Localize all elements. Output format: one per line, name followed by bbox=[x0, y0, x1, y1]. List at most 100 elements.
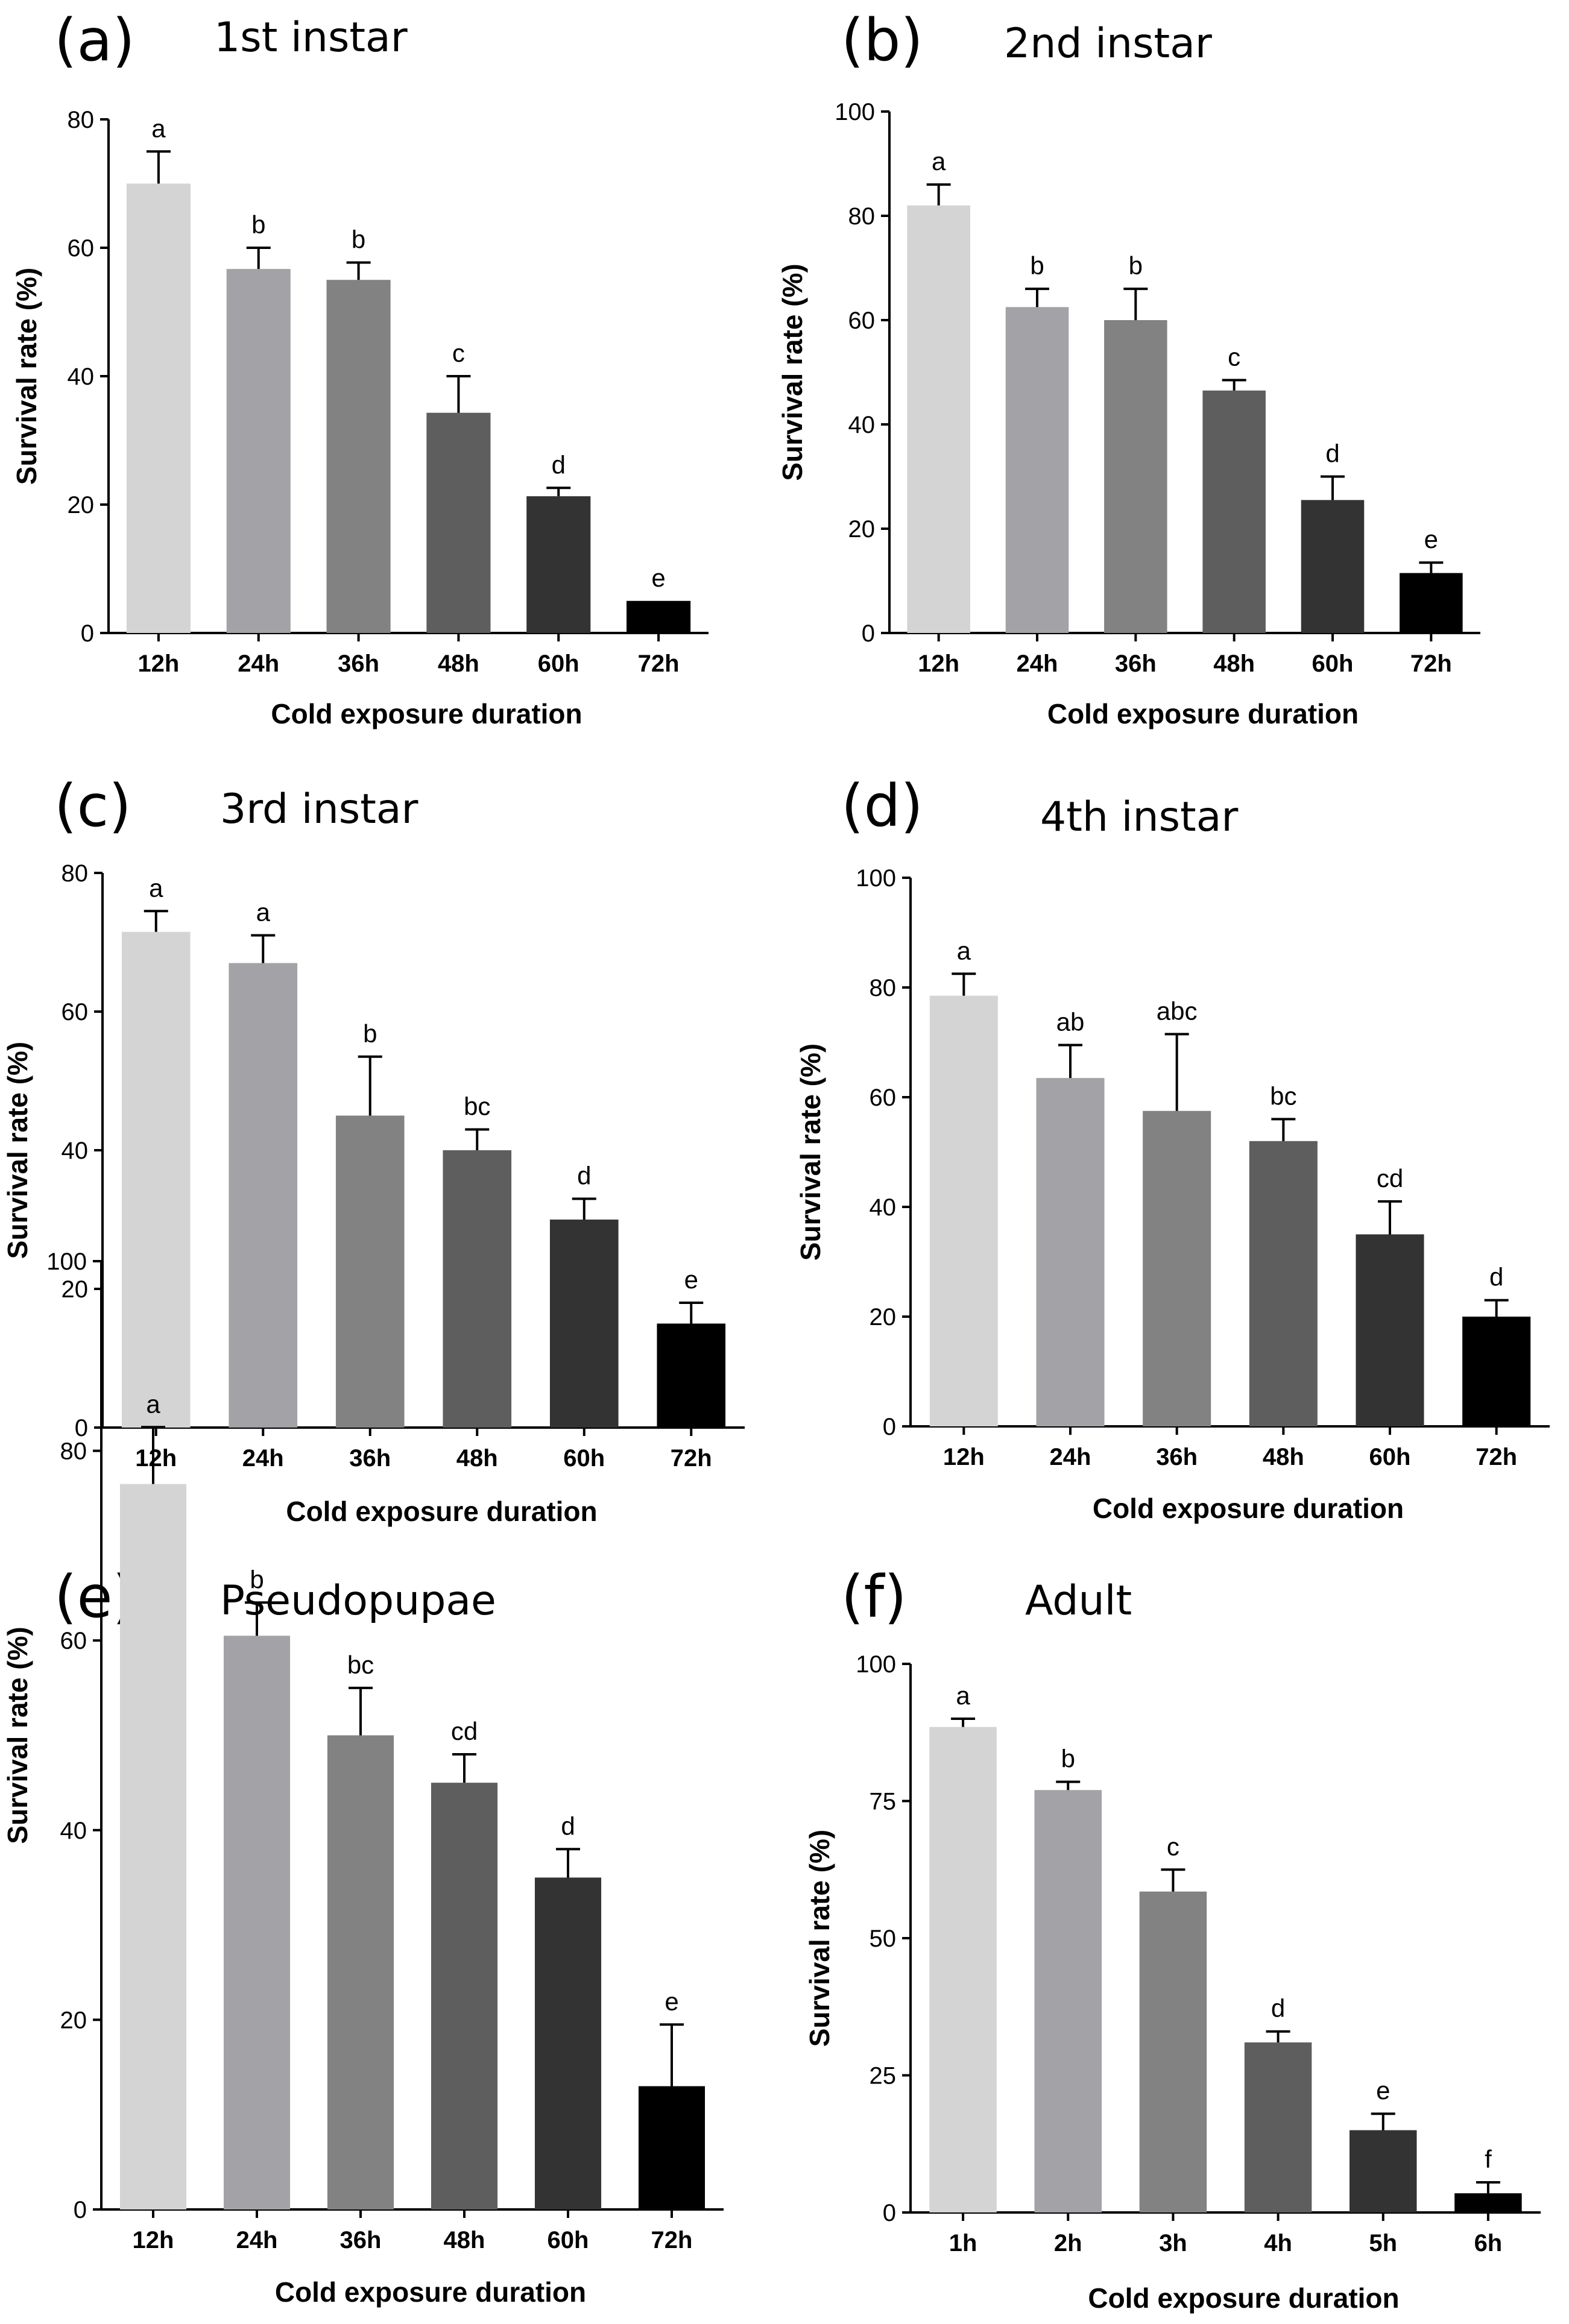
significance-label: cd bbox=[1377, 1164, 1403, 1192]
bar bbox=[657, 1323, 726, 1428]
x-tick-label: 24h bbox=[236, 2227, 278, 2253]
bar bbox=[1356, 1234, 1424, 1426]
x-tick-label: 36h bbox=[340, 2227, 382, 2253]
x-tick-label: 72h bbox=[671, 1445, 712, 1472]
x-tick-label: 48h bbox=[438, 650, 479, 677]
x-tick-label: 24h bbox=[1017, 650, 1058, 677]
bar bbox=[1104, 320, 1167, 633]
significance-label: e bbox=[684, 1265, 698, 1294]
x-tick-label: 48h bbox=[456, 1445, 498, 1472]
bar bbox=[119, 1484, 187, 2209]
y-tick-label: 60 bbox=[848, 307, 876, 334]
panel-letter: (d) bbox=[841, 772, 923, 840]
y-tick-label: 0 bbox=[862, 620, 875, 647]
y-tick-label: 100 bbox=[856, 865, 896, 892]
significance-label: a bbox=[151, 114, 166, 142]
y-tick-label: 60 bbox=[62, 999, 89, 1025]
x-tick-label: 24h bbox=[1050, 1444, 1091, 1470]
significance-label: ab bbox=[1056, 1008, 1085, 1036]
y-axis-title: Survival rate (%) bbox=[777, 263, 808, 480]
significance-label: b bbox=[352, 225, 365, 253]
bar bbox=[327, 1735, 394, 2209]
x-axis-title: Cold exposure duration bbox=[1047, 698, 1359, 729]
y-tick-label: 80 bbox=[60, 1438, 87, 1465]
bar bbox=[1462, 1317, 1531, 1426]
y-tick-label: 80 bbox=[848, 203, 876, 230]
bar bbox=[1034, 1790, 1102, 2212]
bar bbox=[1036, 1078, 1105, 1426]
x-tick-label: 36h bbox=[1156, 1444, 1198, 1470]
y-tick-label: 20 bbox=[848, 516, 876, 543]
significance-label: a bbox=[957, 936, 971, 965]
x-tick-label: 24h bbox=[238, 650, 279, 677]
significance-label: e bbox=[665, 1987, 678, 2015]
y-tick-label: 40 bbox=[60, 1818, 87, 1844]
y-tick-label: 100 bbox=[856, 1651, 896, 1678]
significance-label: b bbox=[363, 1019, 377, 1048]
significance-label: abc bbox=[1157, 997, 1198, 1025]
significance-label: d bbox=[577, 1162, 591, 1190]
x-tick-label: 12h bbox=[943, 1444, 985, 1470]
bar bbox=[335, 1115, 405, 1428]
significance-label: d bbox=[561, 1812, 575, 1840]
chart-panel-d: (d) 4th instar 0 20 40 60 80 100 Survival rate (… bbox=[795, 772, 1550, 1524]
x-tick-label: 36h bbox=[349, 1445, 391, 1472]
x-tick-label: 60h bbox=[1369, 1444, 1411, 1470]
bar bbox=[1400, 573, 1463, 633]
y-tick-label: 20 bbox=[62, 1276, 89, 1303]
significance-label: e bbox=[1376, 2076, 1390, 2105]
y-axis-title: Survival rate (%) bbox=[11, 268, 42, 485]
x-tick-label: 12h bbox=[135, 1445, 177, 1472]
panel-letter: (f) bbox=[841, 1563, 907, 1631]
y-tick-label: 20 bbox=[68, 492, 95, 518]
significance-label: d bbox=[1325, 439, 1339, 468]
y-tick-label: 25 bbox=[870, 2063, 897, 2089]
bar bbox=[443, 1150, 512, 1428]
y-tick-label: 80 bbox=[870, 975, 897, 1001]
chart-title: Adult bbox=[1025, 1577, 1132, 1625]
bar bbox=[1244, 2042, 1312, 2212]
panel-letter: (c) bbox=[54, 772, 131, 840]
y-tick-label: 0 bbox=[81, 620, 94, 647]
x-tick-label: 12h bbox=[137, 650, 179, 677]
y-tick-label: 40 bbox=[68, 364, 95, 390]
bar bbox=[1005, 307, 1069, 633]
y-tick-label: 0 bbox=[883, 2200, 896, 2226]
x-tick-label: 24h bbox=[242, 1445, 284, 1472]
x-tick-label: 1h bbox=[949, 2230, 977, 2256]
y-axis-title: Survival rate (%) bbox=[795, 1044, 826, 1261]
bar bbox=[929, 995, 998, 1426]
chart-title: 2nd instar bbox=[1004, 20, 1212, 68]
bar bbox=[1454, 2193, 1522, 2212]
x-tick-label: 3h bbox=[1159, 2230, 1187, 2256]
chart-panel-c: (c) 3rd instar 0 20 40 60 80 Survival rate (%) a… bbox=[2, 772, 745, 1527]
chart-title: Pseudopupae bbox=[220, 1577, 496, 1625]
y-tick-label: 20 bbox=[870, 1304, 897, 1330]
significance-label: e bbox=[651, 564, 665, 592]
x-tick-label: 2h bbox=[1054, 2230, 1082, 2256]
significance-label: bc bbox=[347, 1651, 374, 1679]
y-tick-label: 80 bbox=[62, 860, 89, 887]
x-tick-label: 36h bbox=[338, 650, 379, 677]
bar bbox=[1350, 2130, 1417, 2212]
y-tick-label: 0 bbox=[75, 1415, 88, 1441]
x-tick-label: 48h bbox=[1213, 650, 1255, 677]
panel-letter: (a) bbox=[54, 7, 135, 74]
x-tick-label: 60h bbox=[548, 2227, 589, 2253]
x-axis-title: Cold exposure duration bbox=[286, 1496, 597, 1527]
chart-title: 1st instar bbox=[214, 14, 408, 61]
x-axis-title: Cold exposure duration bbox=[1088, 2282, 1399, 2314]
y-tick-label: 40 bbox=[848, 412, 876, 438]
x-tick-label: 60h bbox=[1312, 650, 1354, 677]
significance-label: b bbox=[1129, 251, 1143, 280]
chart-panel-f: (f) Adult 0 25 50 75 100 Survival rate (%) a 1h b 2… bbox=[804, 1563, 1541, 2314]
bar bbox=[229, 963, 298, 1428]
x-tick-label: 72h bbox=[651, 2227, 693, 2253]
significance-label: c bbox=[1167, 1832, 1179, 1860]
bar bbox=[627, 600, 691, 633]
bar bbox=[426, 412, 491, 633]
x-tick-label: 60h bbox=[563, 1445, 605, 1472]
y-tick-label: 40 bbox=[62, 1138, 89, 1164]
y-tick-label: 75 bbox=[870, 1789, 897, 1815]
